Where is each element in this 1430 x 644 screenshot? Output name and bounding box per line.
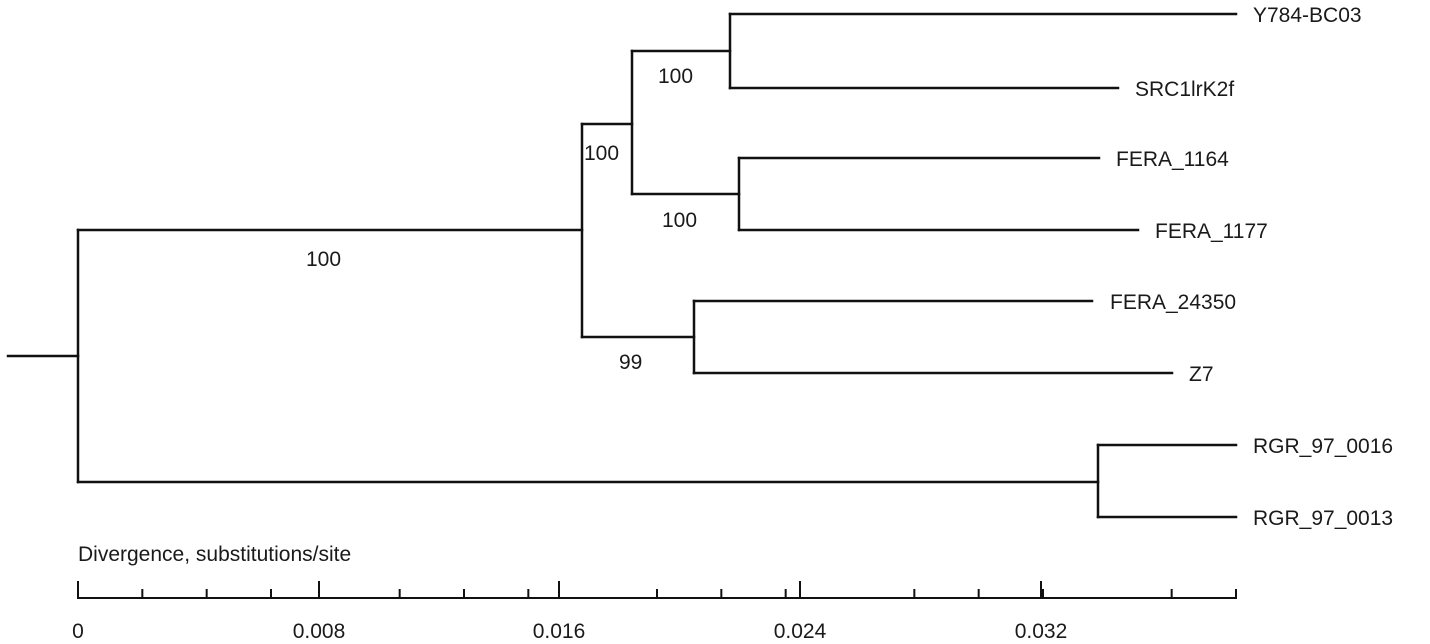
tick-label: 0.008 — [293, 620, 346, 643]
leaf-label: SRC1lrK2f — [1135, 78, 1234, 101]
support-value: 100 — [658, 65, 693, 88]
tick-label: 0.032 — [1015, 620, 1068, 643]
leaf-label: RGR_97_0013 — [1253, 507, 1393, 530]
scale-axis: Divergence, substitutions/site 0 0.008 0… — [72, 543, 1237, 643]
leaf-label: Y784-BC03 — [1253, 4, 1362, 27]
support-value: 100 — [306, 248, 341, 271]
leaf-label: Z7 — [1189, 363, 1214, 386]
scale-title: Divergence, substitutions/site — [78, 543, 351, 566]
tick-label: 0.024 — [774, 620, 827, 643]
leaf-label: FERA_24350 — [1110, 291, 1236, 314]
support-value: 100 — [662, 209, 697, 232]
support-value: 99 — [619, 351, 642, 374]
major-ticks — [77, 581, 1042, 599]
support-value: 100 — [584, 142, 619, 165]
leaf-label: FERA_1164 — [1116, 148, 1229, 171]
tick-label: 0 — [72, 620, 84, 643]
minor-ticks — [141, 589, 1237, 599]
tick-label: 0.016 — [533, 620, 586, 643]
leaf-label: FERA_1177 — [1155, 220, 1268, 243]
leaf-label: RGR_97_0016 — [1253, 435, 1393, 458]
